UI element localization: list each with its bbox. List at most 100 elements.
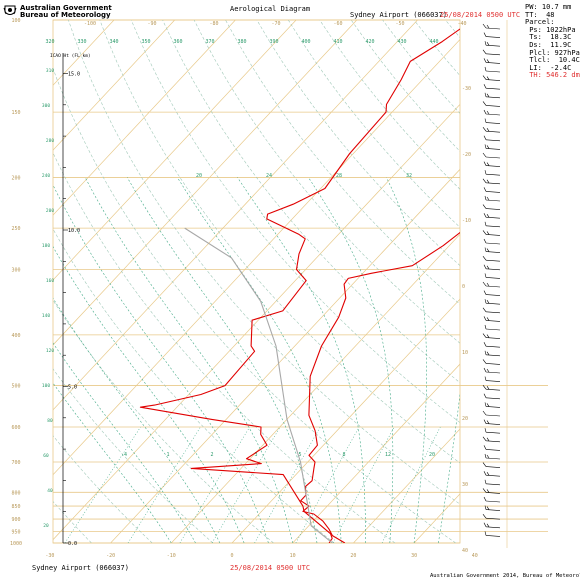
wind-barb-icon bbox=[482, 75, 501, 81]
wind-barb-icon bbox=[484, 453, 501, 460]
mixing-ratio-label: 8 bbox=[342, 452, 345, 458]
dry-adiabat-line bbox=[53, 435, 153, 543]
pressure-label: 400 bbox=[11, 333, 20, 339]
dry-adiabat-label: 440 bbox=[429, 39, 438, 45]
footer-datetime: 25/08/2014 0500 UTC bbox=[230, 564, 311, 572]
saturated-adiabat-line bbox=[237, 177, 366, 543]
wind-barb-icon bbox=[484, 170, 501, 176]
dry-adiabat-line bbox=[319, 20, 460, 190]
pressure-label: 500 bbox=[11, 384, 20, 390]
mixing-ratio-line bbox=[381, 426, 441, 543]
wind-barb-icon bbox=[484, 324, 501, 331]
wind-barb-icon bbox=[483, 445, 501, 451]
plot-frame bbox=[52, 19, 461, 544]
flight-level-label: 240 bbox=[42, 173, 50, 179]
page-title: Aerological Diagram bbox=[230, 5, 311, 13]
wind-barb-icon bbox=[484, 299, 501, 305]
wind-barb-icon bbox=[484, 402, 501, 408]
dry-adiabat-label: 390 bbox=[269, 39, 278, 45]
dry-adiabat-label: 420 bbox=[365, 39, 374, 45]
isotherm-line bbox=[110, 168, 460, 543]
flight-level-label: 200 bbox=[46, 208, 54, 214]
top-x-tick-label: -100 bbox=[84, 21, 96, 27]
saturated-adiabat-line bbox=[53, 184, 269, 543]
altitude-km-label: 5.0 bbox=[68, 385, 77, 391]
top-x-tick-label: -50 bbox=[395, 21, 404, 27]
wind-barb-icon bbox=[484, 144, 501, 150]
pressure-label: 700 bbox=[11, 460, 20, 466]
dry-adiabat-line bbox=[193, 20, 460, 344]
wind-barb-icon bbox=[484, 428, 501, 434]
pressure-label: 100 bbox=[11, 18, 20, 24]
param-li: LI: -2.4C bbox=[525, 63, 572, 72]
saturated-adiabat-line bbox=[308, 177, 394, 543]
wind-barb-icon bbox=[482, 436, 501, 443]
wind-barb-icon bbox=[482, 23, 501, 30]
wind-barb-icon bbox=[482, 281, 501, 288]
wind-barb-icon bbox=[482, 307, 501, 314]
right-isotherm-label: 20 bbox=[462, 416, 468, 422]
param-th: TH: 546.2 dm bbox=[525, 71, 580, 80]
mixing-ratio-line bbox=[127, 426, 201, 543]
parcel-parameters: PW: 10.7 mm TT: 48 Parcel: Ps: 1022hPa Ts:… bbox=[525, 3, 580, 80]
right-isotherm-label: 0 bbox=[462, 284, 465, 290]
x-tick-label: 0 bbox=[230, 553, 233, 559]
wind-barb-icon bbox=[482, 178, 501, 185]
wind-barb-icon bbox=[483, 58, 501, 64]
flight-level-label: 100 bbox=[42, 383, 50, 389]
flight-level-label: 80 bbox=[47, 418, 53, 424]
pressure-label: 600 bbox=[11, 425, 20, 431]
wind-barb-icon bbox=[483, 471, 501, 477]
param-ps: Ps: 1022hPa bbox=[525, 25, 576, 34]
dry-adiabat-line bbox=[413, 20, 460, 77]
pressure-label: 800 bbox=[11, 490, 20, 496]
dry-adiabat-line bbox=[53, 67, 456, 543]
right-isotherm-label: -30 bbox=[462, 86, 471, 92]
top-x-tick-label: -40 bbox=[457, 21, 466, 27]
temperature-line bbox=[300, 231, 460, 543]
wind-barb-icon bbox=[484, 195, 501, 202]
dry-adiabat-line bbox=[445, 20, 460, 38]
right-isotherm-label: -20 bbox=[462, 152, 471, 158]
isotherm-line bbox=[171, 233, 460, 543]
wind-barb-icon bbox=[483, 109, 501, 116]
dry-adiabat-label: 340 bbox=[109, 39, 118, 45]
x-tick-label: -30 bbox=[45, 553, 54, 559]
dry-adiabat-line bbox=[477, 20, 580, 543]
pressure-label: 850 bbox=[11, 504, 20, 510]
right-isotherm-label: -10 bbox=[462, 218, 471, 224]
isotherm-line bbox=[53, 103, 460, 541]
wind-barb-icon bbox=[483, 187, 501, 193]
flight-level-label: 120 bbox=[46, 348, 54, 354]
wind-barb-icon bbox=[483, 419, 501, 425]
flight-level-label: 40 bbox=[47, 488, 53, 494]
isotherm-line bbox=[353, 428, 460, 543]
wind-barb-icon bbox=[484, 221, 501, 228]
observation-datetime: 25/08/2014 0500 UTC bbox=[440, 11, 521, 19]
dewpoint-line bbox=[139, 28, 460, 543]
wind-barb-icon bbox=[482, 514, 501, 520]
wind-barb-icon bbox=[483, 264, 501, 271]
dry-adiabat-line bbox=[53, 152, 396, 543]
saturated-adiabat-label: 28 bbox=[336, 173, 342, 179]
saturated-adiabat-line bbox=[53, 342, 196, 543]
flight-level-label: 280 bbox=[46, 138, 54, 144]
pressure-label: 250 bbox=[11, 226, 20, 232]
param-ts: Ts: 18.3C bbox=[525, 33, 572, 42]
dry-adiabat-line bbox=[53, 501, 92, 543]
top-x-tick-label: -60 bbox=[333, 21, 342, 27]
wind-barb-icon bbox=[483, 32, 501, 38]
x-tick-label: -20 bbox=[106, 553, 115, 559]
dry-adiabat-label: 320 bbox=[45, 39, 54, 45]
mixing-ratio-line bbox=[64, 426, 141, 543]
flight-level-label: 300 bbox=[42, 103, 50, 109]
x-tick-label: 40 bbox=[472, 553, 478, 559]
x-tick-label: -10 bbox=[167, 553, 176, 559]
isotherm-line bbox=[475, 20, 580, 543]
isotherm-line bbox=[292, 363, 460, 543]
saturated-adiabat-label: 24 bbox=[266, 173, 272, 179]
wind-barb-icon bbox=[484, 350, 501, 357]
wind-barb-icon bbox=[482, 359, 501, 365]
wind-barb-icon bbox=[482, 488, 501, 494]
altitude-axis-label: ICAO Ht (FL km) bbox=[50, 53, 91, 59]
